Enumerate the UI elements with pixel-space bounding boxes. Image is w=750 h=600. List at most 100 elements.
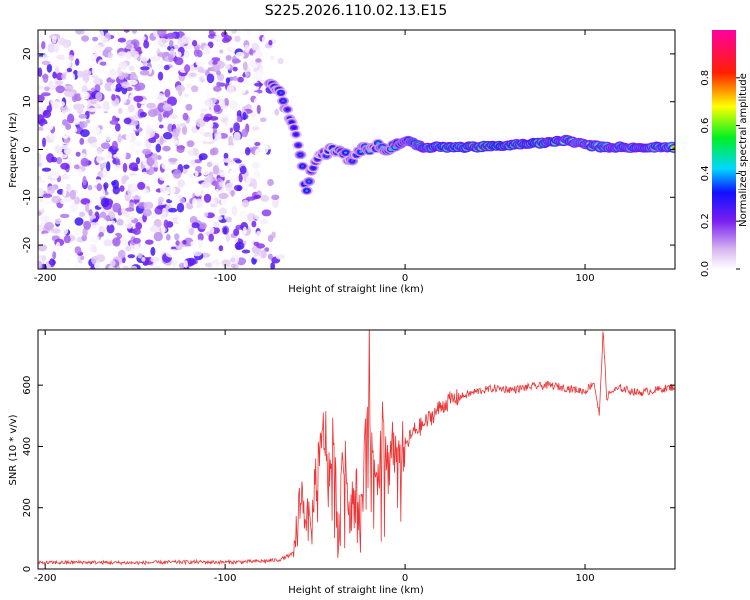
noise-blob bbox=[129, 144, 136, 153]
noise-blob bbox=[160, 225, 166, 234]
noise-blob bbox=[158, 124, 164, 129]
noise-blob bbox=[102, 101, 111, 111]
noise-blob bbox=[139, 70, 150, 76]
noise-blob bbox=[134, 85, 142, 92]
noise-blob bbox=[256, 117, 262, 122]
signal-mark bbox=[298, 153, 302, 156]
noise-blob bbox=[51, 101, 62, 110]
noise-blob bbox=[261, 209, 272, 217]
noise-blob bbox=[227, 30, 232, 36]
noise-blob bbox=[116, 218, 124, 226]
noise-blob bbox=[132, 227, 141, 235]
noise-blob bbox=[200, 108, 208, 113]
noise-blob bbox=[62, 187, 67, 197]
noise-blob bbox=[121, 81, 130, 89]
noise-blob bbox=[203, 212, 209, 217]
noise-blob bbox=[229, 169, 239, 179]
noise-blob bbox=[226, 84, 234, 94]
noise-blob bbox=[82, 175, 87, 186]
noise-blob bbox=[38, 179, 47, 184]
noise-blob bbox=[216, 81, 222, 88]
noise-blob bbox=[117, 67, 122, 76]
noise-blob bbox=[50, 163, 60, 169]
noise-blob bbox=[260, 194, 270, 202]
noise-blob bbox=[127, 254, 136, 259]
noise-blob bbox=[249, 91, 259, 97]
noise-blob bbox=[135, 149, 140, 154]
noise-blob bbox=[109, 120, 119, 125]
noise-blob bbox=[80, 198, 91, 205]
noise-blob bbox=[55, 66, 60, 74]
noise-blob bbox=[173, 108, 179, 114]
noise-blob bbox=[192, 40, 198, 47]
noise-blob bbox=[132, 237, 141, 244]
noise-blob bbox=[205, 120, 214, 130]
figure-title: S225.2026.110.02.13.E15 bbox=[265, 3, 448, 19]
noise-blob bbox=[128, 172, 137, 177]
noise-blob bbox=[111, 140, 118, 150]
noise-blob bbox=[203, 193, 212, 203]
noise-blob bbox=[203, 45, 211, 56]
noise-blob bbox=[96, 108, 107, 112]
noise-blob bbox=[213, 85, 222, 92]
noise-blob bbox=[74, 264, 79, 269]
noise-blob bbox=[64, 91, 75, 98]
noise-blob bbox=[146, 102, 157, 109]
noise-blob bbox=[244, 44, 250, 54]
noise-blob bbox=[252, 126, 260, 131]
noise-blob bbox=[122, 162, 128, 173]
noise-blob bbox=[139, 111, 147, 118]
y-tick-label: 400 bbox=[22, 437, 33, 456]
noise-blob bbox=[216, 133, 222, 139]
colorbar: 0.0 0.2 0.4 0.6 0.8 Normalized spectral ampl… bbox=[700, 30, 749, 277]
noise-blob bbox=[78, 263, 87, 269]
noise-blob bbox=[117, 107, 123, 115]
noise-blob bbox=[158, 37, 168, 48]
x-tick-label: -200 bbox=[34, 573, 57, 584]
noise-blob bbox=[144, 78, 151, 83]
x-tick-label: 100 bbox=[575, 273, 594, 284]
x-tick-label: 100 bbox=[575, 573, 594, 584]
noise-blob bbox=[140, 66, 150, 71]
noise-blob bbox=[118, 61, 128, 70]
noise-blob bbox=[232, 76, 238, 81]
noise-blob bbox=[49, 133, 57, 141]
noise-blob bbox=[63, 235, 71, 244]
noise-blob bbox=[254, 212, 263, 221]
noise-blob bbox=[213, 127, 217, 134]
colorbar-tick-label: 0.6 bbox=[700, 118, 711, 134]
noise-blob bbox=[143, 188, 149, 194]
noise-blob bbox=[177, 37, 186, 46]
noise-blob bbox=[80, 255, 85, 261]
noise-blob bbox=[38, 211, 42, 216]
noise-blob bbox=[111, 180, 116, 186]
noise-blob bbox=[254, 82, 264, 87]
noise-blob bbox=[168, 157, 178, 162]
noise-blob bbox=[222, 31, 227, 36]
noise-blob bbox=[81, 35, 90, 42]
noise-blob bbox=[85, 203, 90, 213]
noise-blob bbox=[124, 219, 134, 229]
noise-blob bbox=[93, 125, 101, 135]
noise-blob bbox=[130, 120, 139, 126]
noise-blob bbox=[189, 72, 197, 77]
noise-blob bbox=[162, 117, 170, 126]
snr-xlabel: Height of straight line (km) bbox=[288, 585, 424, 596]
noise-blob bbox=[223, 97, 229, 107]
noise-blob bbox=[206, 73, 215, 84]
noise-blob bbox=[118, 249, 126, 259]
noise-blob bbox=[38, 160, 43, 168]
noise-blob bbox=[236, 115, 242, 123]
noise-blob bbox=[54, 144, 62, 154]
noise-blob bbox=[145, 128, 156, 139]
noise-blob bbox=[252, 162, 261, 169]
noise-blob bbox=[245, 72, 250, 77]
noise-blob bbox=[122, 265, 129, 269]
noise-blob bbox=[253, 169, 261, 179]
noise-blob bbox=[256, 104, 261, 115]
noise-blob bbox=[223, 34, 232, 42]
noise-blob bbox=[112, 202, 122, 213]
noise-blob bbox=[143, 201, 154, 210]
noise-blob bbox=[209, 116, 219, 121]
